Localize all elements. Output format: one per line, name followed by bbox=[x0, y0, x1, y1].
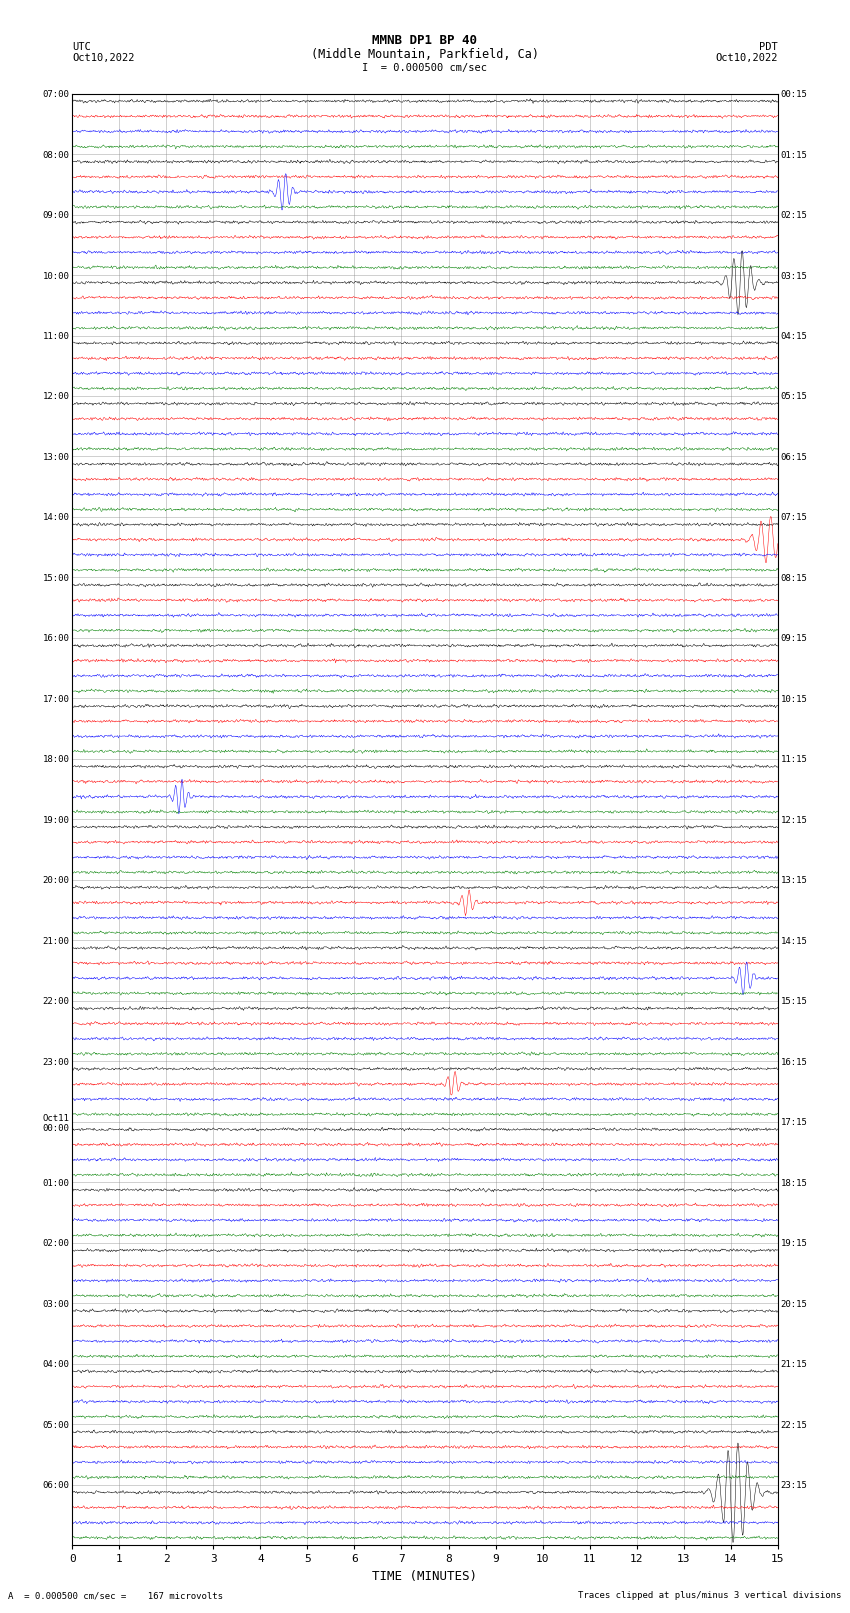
Text: MMNB DP1 BP 40: MMNB DP1 BP 40 bbox=[372, 34, 478, 47]
Text: (Middle Mountain, Parkfield, Ca): (Middle Mountain, Parkfield, Ca) bbox=[311, 48, 539, 61]
Text: Oct10,2022: Oct10,2022 bbox=[72, 53, 135, 63]
Text: UTC: UTC bbox=[72, 42, 91, 52]
Text: I  = 0.000500 cm/sec: I = 0.000500 cm/sec bbox=[362, 63, 488, 73]
Text: Traces clipped at plus/minus 3 vertical divisions: Traces clipped at plus/minus 3 vertical … bbox=[578, 1590, 842, 1600]
Text: Oct10,2022: Oct10,2022 bbox=[715, 53, 778, 63]
Text: A  = 0.000500 cm/sec =    167 microvolts: A = 0.000500 cm/sec = 167 microvolts bbox=[8, 1590, 224, 1600]
Text: PDT: PDT bbox=[759, 42, 778, 52]
X-axis label: TIME (MINUTES): TIME (MINUTES) bbox=[372, 1569, 478, 1582]
